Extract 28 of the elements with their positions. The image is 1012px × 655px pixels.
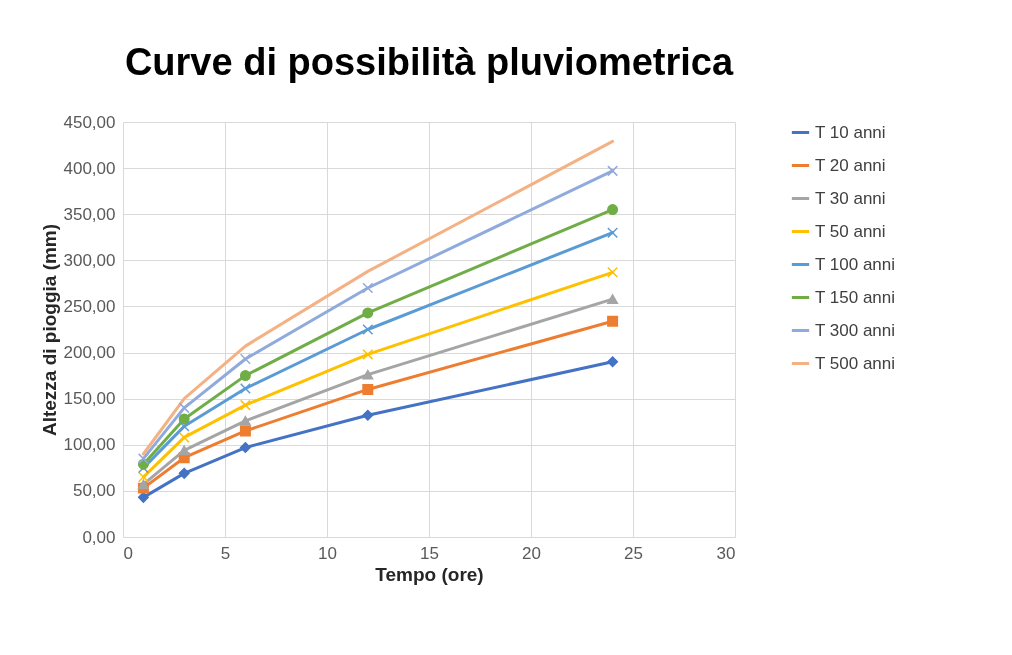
x-tick-label: 0 xyxy=(123,543,133,563)
y-tick-label: 50,00 xyxy=(72,481,116,501)
legend-label: T 50 anni xyxy=(815,221,886,241)
y-tick-label: 450,00 xyxy=(63,112,116,132)
legend-label: T 500 anni xyxy=(815,353,896,373)
x-axis-title: Tempo (ore) xyxy=(375,563,484,585)
legend-label: T 30 anni xyxy=(815,188,886,208)
legend-label: T 20 anni xyxy=(815,155,886,175)
y-tick-label: 200,00 xyxy=(63,343,116,363)
y-tick-label: 0,00 xyxy=(82,527,116,547)
legend-label: T 10 anni xyxy=(815,122,886,142)
y-axis-title: Altezza di pioggia (mm) xyxy=(38,223,60,437)
legend-label: T 300 anni xyxy=(815,320,896,340)
x-tick-label: 30 xyxy=(716,543,736,563)
chart-title: Curve di possibilità pluviometrica xyxy=(124,41,734,83)
x-tick-label: 10 xyxy=(318,543,337,563)
x-tick-label: 25 xyxy=(624,543,643,563)
x-tick-label: 15 xyxy=(420,543,439,563)
legend-label: T 150 anni xyxy=(815,287,896,307)
y-tick-label: 350,00 xyxy=(63,204,116,224)
x-tick-label: 20 xyxy=(522,543,541,563)
x-tick-label: 5 xyxy=(220,543,231,563)
y-tick-label: 100,00 xyxy=(63,435,116,455)
legend-label: T 100 anni xyxy=(815,254,896,274)
y-tick-label: 300,00 xyxy=(63,250,116,270)
y-tick-label: 250,00 xyxy=(63,296,116,316)
y-tick-label: 400,00 xyxy=(63,158,116,178)
y-tick-label: 150,00 xyxy=(63,389,116,409)
